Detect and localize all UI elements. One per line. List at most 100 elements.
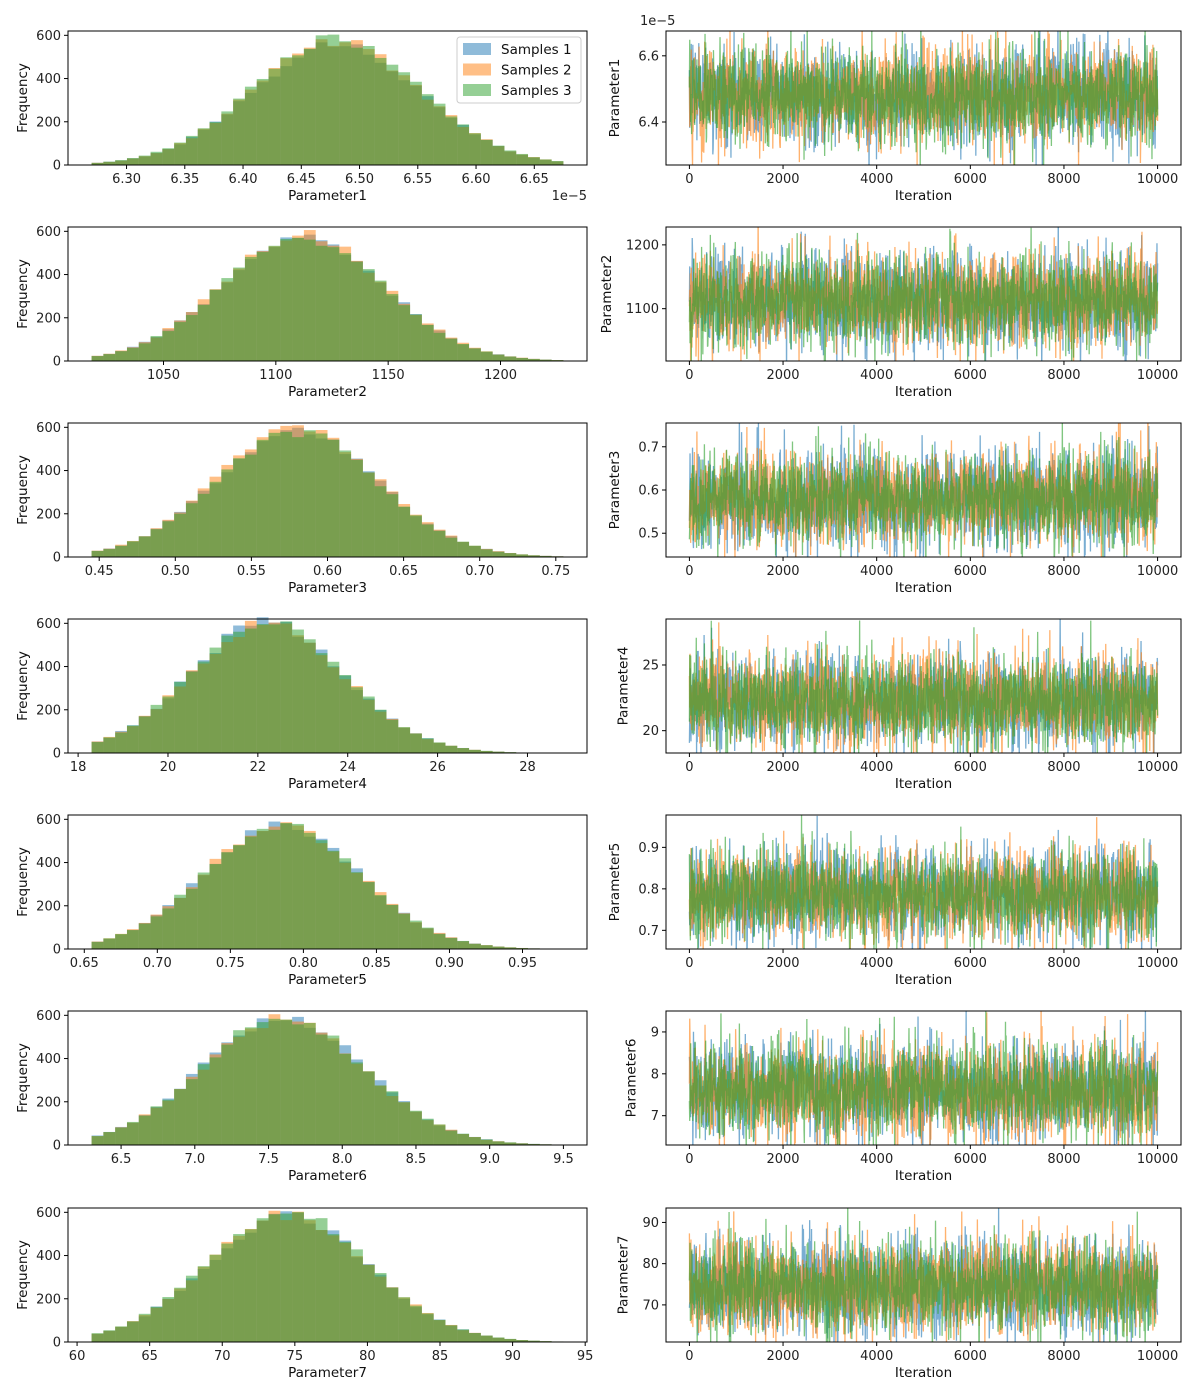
histogram-bar xyxy=(244,836,257,949)
y-tick-label: 400 xyxy=(36,856,61,871)
trace-line-series-3 xyxy=(688,423,1159,557)
histogram-bar xyxy=(162,521,175,557)
histogram-bar xyxy=(374,1085,387,1145)
histogram-bar xyxy=(174,142,186,165)
histogram-bar xyxy=(197,1266,210,1342)
histogram-bar xyxy=(339,1241,352,1342)
x-tick-label: 65 xyxy=(141,1349,158,1364)
y-offset-label: 1e−5 xyxy=(640,14,675,29)
histogram-bar xyxy=(386,904,399,949)
histogram-bar xyxy=(115,545,127,557)
y-tick-label: 600 xyxy=(36,421,61,436)
histogram-bar xyxy=(457,748,470,753)
histogram-bar xyxy=(504,150,517,165)
x-tick-label: 10000 xyxy=(1137,956,1178,971)
x-tick-label: 0 xyxy=(685,564,693,579)
histogram-bar xyxy=(327,247,340,361)
x-axis-label: Parameter2 xyxy=(288,384,367,400)
trace-line-series-3 xyxy=(688,1011,1159,1145)
histogram-bar xyxy=(103,549,116,557)
y-tick-label: 0 xyxy=(53,1336,61,1351)
histogram-bar xyxy=(256,1218,269,1342)
y-tick-label: 80 xyxy=(642,1257,659,1272)
y-tick-label: 400 xyxy=(36,464,61,479)
trace-line-series-3 xyxy=(688,31,1159,165)
histogram-bar xyxy=(103,161,116,165)
histogram-bar xyxy=(233,458,245,557)
x-tick-label: 4000 xyxy=(860,1349,893,1364)
histogram-bar xyxy=(280,1019,293,1145)
histogram-bar xyxy=(469,943,481,949)
y-tick-label: 0.8 xyxy=(638,882,659,897)
y-tick-label: 600 xyxy=(36,29,61,44)
y-axis-label: Frequency xyxy=(15,455,31,525)
histogram-bar xyxy=(351,872,363,949)
x-tick-label: 8000 xyxy=(1047,956,1080,971)
histogram-bar xyxy=(209,481,222,557)
histogram-bar xyxy=(480,1335,493,1342)
x-tick-label: 4000 xyxy=(860,956,893,971)
histogram-bar xyxy=(91,550,104,557)
histogram-bar xyxy=(221,1243,234,1342)
histogram-bar xyxy=(504,947,517,949)
histogram-series-3 xyxy=(91,1018,564,1145)
histogram-bar xyxy=(162,1297,175,1342)
histogram-bar xyxy=(504,553,517,557)
x-tick-label: 6000 xyxy=(954,1349,987,1364)
y-tick-label: 400 xyxy=(36,268,61,283)
plot-frame xyxy=(67,618,588,754)
y-tick-label: 0 xyxy=(53,159,61,174)
histogram-bar xyxy=(339,253,352,361)
y-tick-label: 0.6 xyxy=(638,484,659,499)
plot-frame xyxy=(67,226,588,362)
plot-frame xyxy=(67,1207,588,1343)
x-tick-label: 0 xyxy=(685,1152,693,1167)
x-tick-label: 0 xyxy=(685,172,693,187)
trace-line-series-3 xyxy=(688,815,1159,949)
histogram-bar xyxy=(138,536,151,557)
y-tick-label: 90 xyxy=(642,1216,659,1231)
histogram-bar xyxy=(457,1329,470,1342)
histogram-bar xyxy=(528,1340,540,1342)
x-tick-label: 0.75 xyxy=(216,956,245,971)
x-tick-label: 0.85 xyxy=(362,956,391,971)
histogram-bar xyxy=(126,725,139,753)
histogram-bar xyxy=(209,1057,222,1145)
y-tick-label: 0 xyxy=(53,943,61,958)
plot-frame xyxy=(665,1010,1182,1146)
legend-entry-3: Samples 3 xyxy=(501,83,572,99)
x-tick-label: 6.50 xyxy=(345,172,374,187)
hist-2: 1050 1100 1150 1200 0 200 400 600 Parameter2 Freq… xyxy=(15,225,588,400)
histogram-bar xyxy=(410,314,422,361)
histogram-bar xyxy=(386,293,399,361)
histogram-bar xyxy=(445,1325,458,1342)
x-tick-label: 8000 xyxy=(1047,1152,1080,1167)
histogram-bar xyxy=(221,469,234,557)
histogram-bar xyxy=(433,103,446,165)
histogram-bar xyxy=(398,1297,411,1342)
x-tick-label: 4000 xyxy=(860,564,893,579)
x-tick-label: 2000 xyxy=(766,172,799,187)
x-tick-label: 2000 xyxy=(766,1349,799,1364)
histogram-bar xyxy=(327,1035,340,1145)
histogram-bar xyxy=(351,459,363,557)
y-tick-label: 0.5 xyxy=(638,527,659,542)
trace-4: 0 2000 4000 6000 8000 10000 20 25 Iteration Param… xyxy=(615,618,1182,792)
histogram-bar xyxy=(233,98,245,165)
histogram-bar xyxy=(138,1115,151,1145)
histogram-bar xyxy=(327,1234,340,1342)
x-axis-label: Iteration xyxy=(895,972,952,988)
legend: Samples 1 Samples 2 Samples 3 xyxy=(456,36,582,104)
y-tick-label: 0 xyxy=(53,551,61,566)
x-tick-label: 18 xyxy=(70,760,87,775)
x-tick-label: 6000 xyxy=(954,368,987,383)
histogram-bar xyxy=(374,486,387,557)
histogram-bar xyxy=(303,1022,316,1145)
histogram-bar xyxy=(539,555,552,557)
histogram-bar xyxy=(362,696,375,753)
histogram-bar xyxy=(197,1064,210,1145)
trace-2: 0 2000 4000 6000 8000 10000 1100 1200 Iteration P… xyxy=(599,226,1182,400)
histogram-bar xyxy=(516,1340,529,1342)
y-tick-label: 70 xyxy=(642,1298,659,1313)
plot-frame xyxy=(665,30,1182,166)
